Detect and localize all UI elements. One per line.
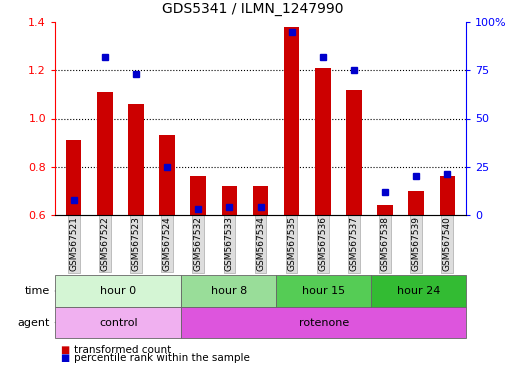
Bar [190,176,206,215]
Bar [221,186,237,215]
Text: hour 0: hour 0 [100,286,136,296]
Bar [128,104,143,215]
Text: ■: ■ [60,353,69,363]
Text: hour 15: hour 15 [301,286,344,296]
Text: percentile rank within the sample: percentile rank within the sample [74,353,249,363]
Text: transformed count: transformed count [74,345,171,356]
Bar [252,186,268,215]
Bar [377,205,392,215]
Text: control: control [98,318,137,328]
Text: time: time [25,286,50,296]
Text: rotenone: rotenone [298,318,348,328]
Bar [315,68,330,215]
Bar [283,27,299,215]
Bar [159,136,175,215]
Bar [439,176,454,215]
Bar [408,191,423,215]
Bar [66,140,81,215]
Text: GDS5341 / ILMN_1247990: GDS5341 / ILMN_1247990 [162,2,343,16]
Text: ■: ■ [60,345,69,356]
Text: hour 24: hour 24 [396,286,439,296]
Bar [345,89,361,215]
Bar [97,92,113,215]
Text: agent: agent [18,318,50,328]
Text: hour 8: hour 8 [211,286,246,296]
